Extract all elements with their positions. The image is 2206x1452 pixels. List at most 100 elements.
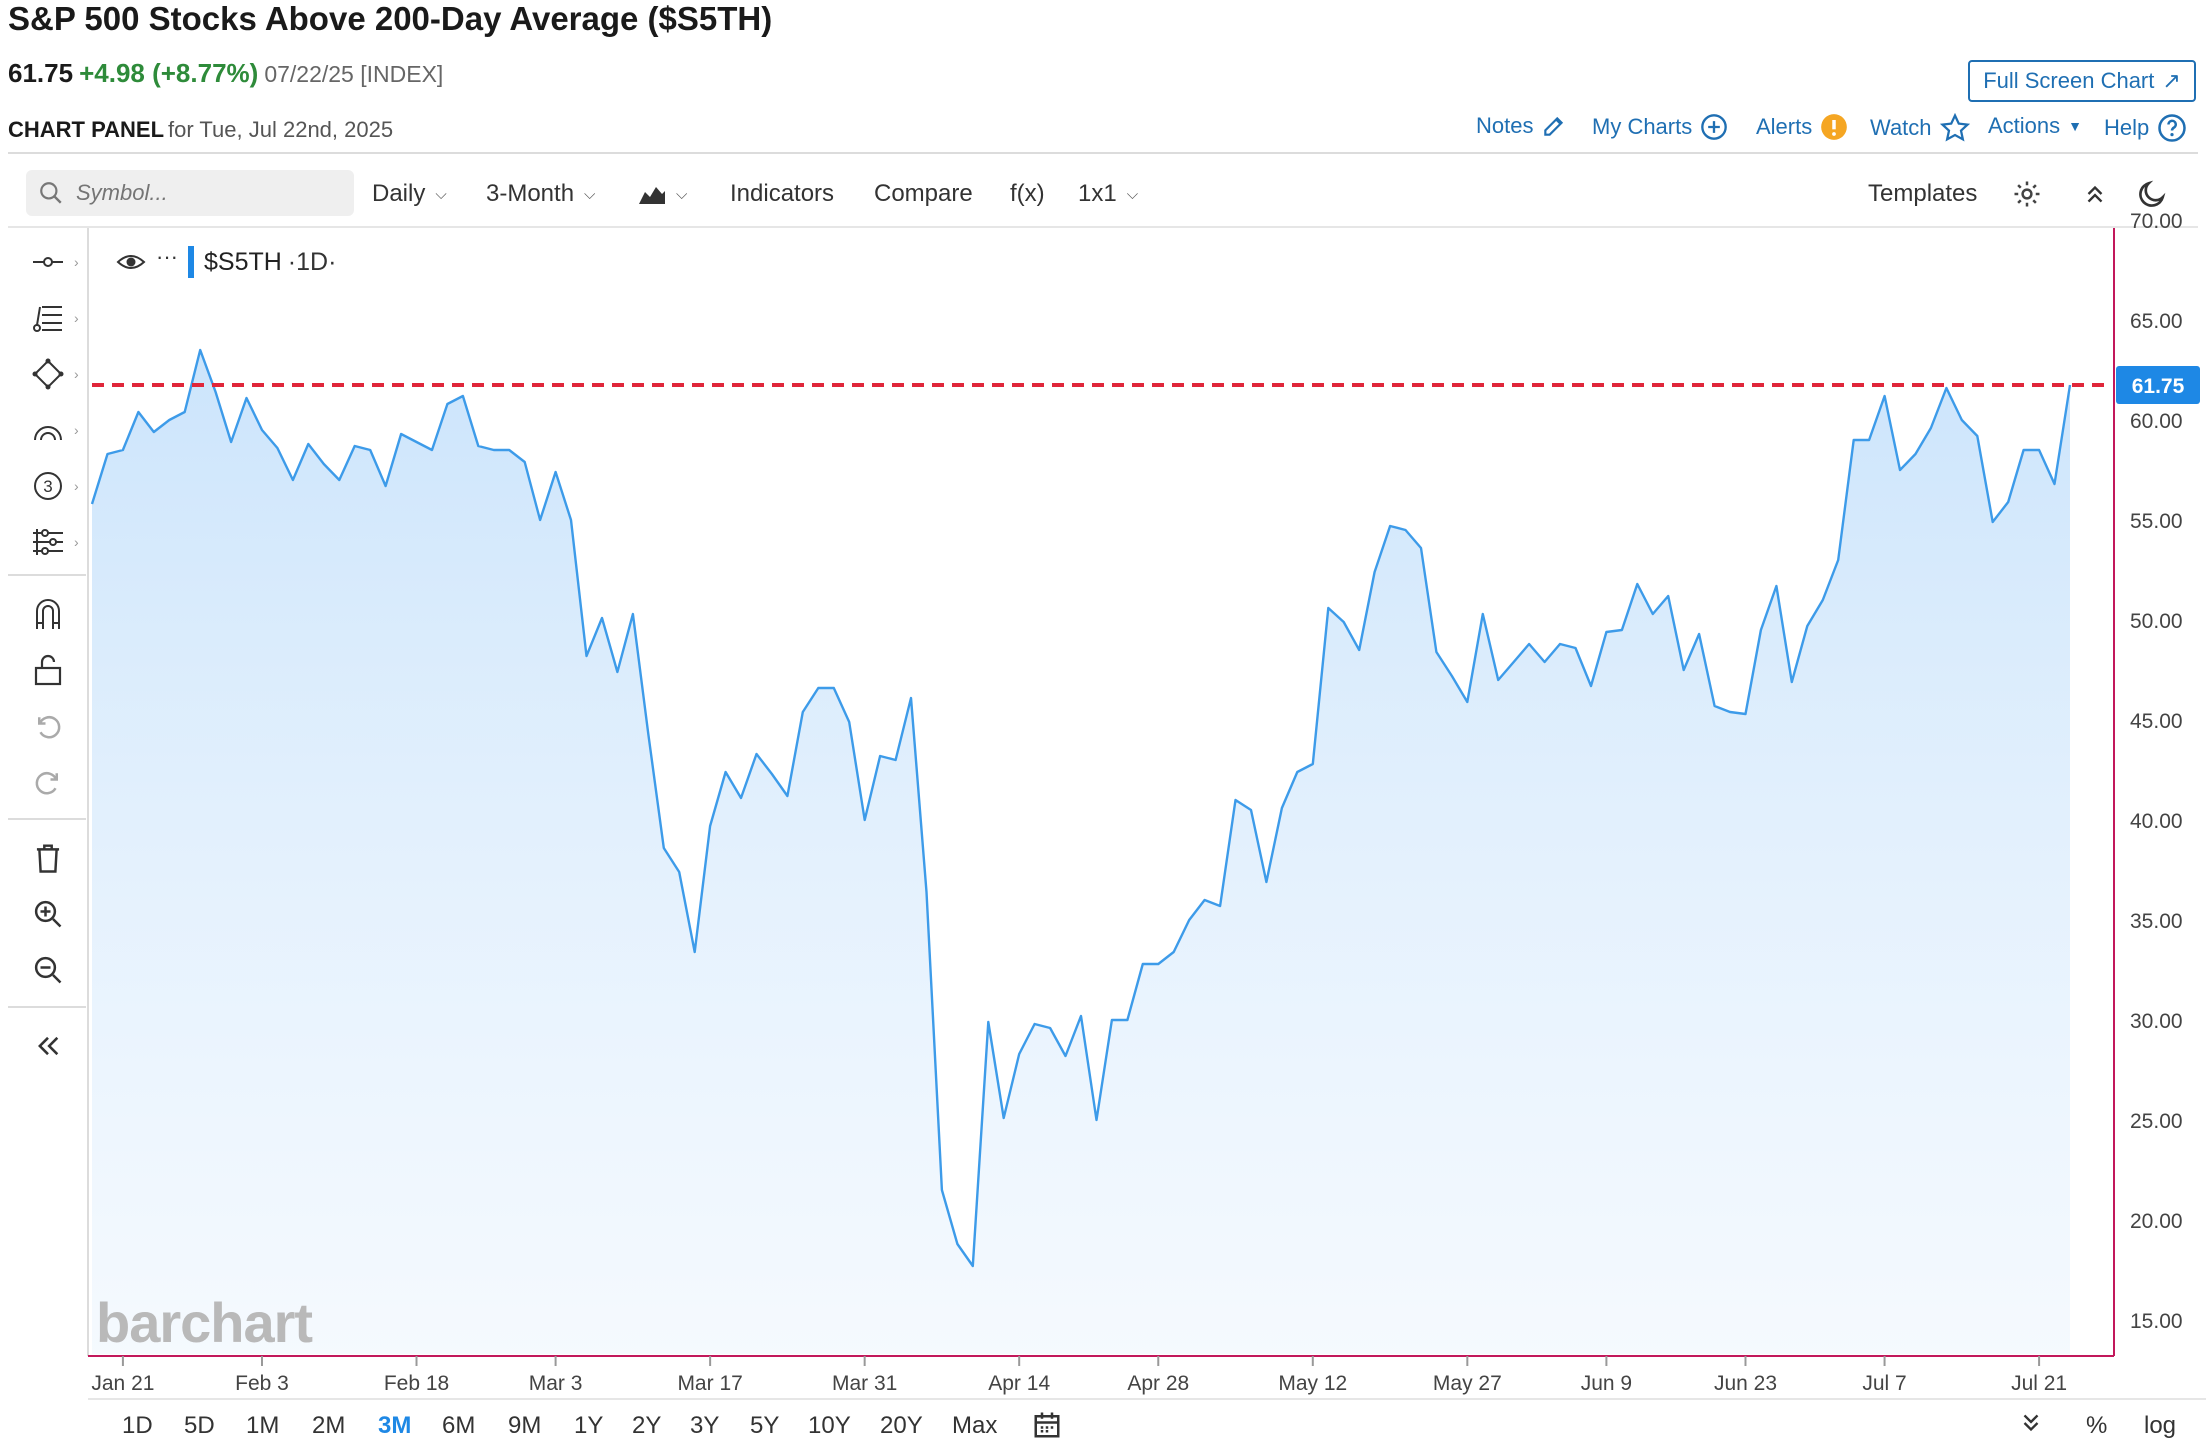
undo-button[interactable]: [28, 706, 68, 746]
fx-button[interactable]: f(x): [1010, 176, 1045, 212]
x-tick-label: Apr 14: [988, 1372, 1050, 1395]
percent-scale-toggle[interactable]: %: [2086, 1412, 2108, 1439]
compare-button[interactable]: Compare: [874, 176, 973, 212]
shape-icon: [32, 358, 64, 390]
indicators-button[interactable]: Indicators: [730, 176, 834, 212]
actions-menu[interactable]: Actions ▼: [1988, 113, 2082, 139]
expand-bottom-button[interactable]: [2018, 1410, 2044, 1441]
last-price-tag: 61.75: [2116, 366, 2200, 404]
zoom-out-button[interactable]: [28, 950, 68, 990]
y-tick-label: 55.00: [2130, 510, 2183, 533]
dark-mode-toggle[interactable]: [2136, 176, 2168, 212]
page-title: S&P 500 Stocks Above 200-Day Average ($S…: [8, 0, 773, 37]
full-screen-chart-button[interactable]: Full Screen Chart ↗: [1968, 60, 2196, 102]
range-5y[interactable]: 5Y: [750, 1412, 780, 1439]
x-tick-label: Mar 17: [677, 1372, 742, 1395]
period-label: 3-Month: [486, 180, 575, 207]
chevron-down-icon: ⌵: [435, 185, 447, 203]
shape-tool[interactable]: ›: [28, 354, 79, 394]
quote-line: 61.75 +4.98 (+8.77%) 07/22/25 [INDEX]: [8, 58, 443, 89]
x-tick-label: Jul 7: [1862, 1372, 1906, 1395]
chart-type-dropdown[interactable]: ⌵: [638, 176, 687, 212]
range-20y[interactable]: 20Y: [880, 1412, 923, 1439]
range-5d[interactable]: 5D: [184, 1412, 215, 1439]
chevron-right-icon: ›: [74, 254, 79, 270]
range-max[interactable]: Max: [952, 1412, 998, 1439]
interval-dropdown[interactable]: Daily ⌵: [372, 176, 447, 212]
settings-button[interactable]: [2012, 176, 2042, 212]
chart-panel-heading: CHART PANEL for Tue, Jul 22nd, 2025: [8, 117, 393, 143]
y-tick-label: 70.00: [2130, 210, 2183, 233]
plus-circle-icon: [1701, 114, 1728, 140]
period-dropdown[interactable]: 3-Month ⌵: [486, 176, 595, 212]
log-scale-toggle[interactable]: log: [2144, 1412, 2177, 1439]
series-color-marker: [187, 246, 194, 278]
x-tick-label: Jun 23: [1714, 1372, 1777, 1395]
range-6m[interactable]: 6M: [442, 1412, 476, 1439]
y-tick-label: 20.00: [2130, 1210, 2183, 1233]
zoom-out-icon: [34, 956, 62, 984]
x-tick-label: Jan 21: [91, 1372, 154, 1395]
series-interval: ·1D·: [287, 247, 337, 276]
magnet-toggle[interactable]: [28, 594, 68, 634]
symbol-input[interactable]: [74, 179, 338, 207]
y-tick-label: 50.00: [2130, 610, 2183, 633]
date-range-calendar-button[interactable]: [1032, 1410, 1062, 1445]
lock-toggle[interactable]: [28, 650, 68, 690]
chevron-right-icon: ›: [74, 310, 79, 326]
x-tick-label: Jun 9: [1581, 1372, 1632, 1395]
templates-label: Templates: [1868, 180, 1978, 207]
chevron-right-icon: ›: [74, 478, 79, 494]
chevron-right-icon: ›: [74, 534, 79, 550]
range-10y[interactable]: 10Y: [808, 1412, 851, 1439]
alerts-link[interactable]: Alerts: [1756, 113, 1848, 141]
range-2m[interactable]: 2M: [312, 1412, 346, 1439]
indicators-label: Indicators: [730, 180, 835, 207]
chevron-down-icon: ⌵: [676, 185, 688, 203]
range-1m[interactable]: 1M: [246, 1412, 280, 1439]
caret-down-icon: ▼: [2068, 118, 2083, 134]
range-2y[interactable]: 2Y: [632, 1412, 662, 1439]
last-price-tag-bg: [2116, 366, 2200, 404]
alert-icon: [1821, 114, 1848, 140]
range-1y[interactable]: 1Y: [574, 1412, 604, 1439]
undo-icon: [38, 716, 61, 739]
notes-link[interactable]: Notes: [1476, 113, 1567, 139]
chart-panel-label: CHART PANEL: [8, 117, 165, 142]
redo-button[interactable]: [28, 762, 68, 802]
y-tick-label: 35.00: [2130, 910, 2183, 933]
series-legend: ··· $S5TH ·1D·: [116, 244, 337, 278]
range-1d[interactable]: 1D: [122, 1412, 153, 1439]
range-3y[interactable]: 3Y: [690, 1412, 720, 1439]
fibonacci-tool[interactable]: ›: [28, 298, 79, 338]
y-tick-label: 45.00: [2130, 710, 2183, 733]
collapse-tools-button[interactable]: [28, 1026, 68, 1066]
compare-label: Compare: [874, 180, 973, 207]
bottom-divider: [88, 1398, 2206, 1400]
measure-icon: [33, 529, 63, 555]
arc-tool[interactable]: ›: [28, 410, 79, 450]
zoom-in-button[interactable]: [28, 894, 68, 934]
help-link[interactable]: Help: [2104, 113, 2187, 143]
chevron-right-icon: ›: [74, 422, 79, 438]
eye-icon[interactable]: [116, 252, 146, 272]
number-three-circle-icon: 3: [34, 472, 62, 500]
range-9m[interactable]: 9M: [508, 1412, 542, 1439]
delete-drawings-button[interactable]: [28, 838, 68, 878]
tools-divider: [8, 818, 86, 820]
line-tool[interactable]: ›: [28, 242, 79, 282]
templates-button[interactable]: Templates: [1868, 176, 1977, 212]
elliott-wave-tool[interactable]: 3 ›: [28, 466, 79, 506]
range-3m[interactable]: 3M: [378, 1412, 412, 1439]
collapse-header-button[interactable]: [2082, 176, 2108, 212]
measure-tool[interactable]: ›: [28, 522, 79, 562]
more-options-icon[interactable]: ···: [156, 244, 178, 269]
my-charts-link[interactable]: My Charts: [1592, 113, 1728, 141]
watch-link[interactable]: Watch: [1870, 113, 1970, 143]
barchart-watermark: barchart: [96, 1291, 313, 1354]
notes-label: Notes: [1476, 113, 1534, 138]
layout-dropdown[interactable]: 1x1 ⌵: [1078, 176, 1138, 212]
calendar-icon: [1034, 1412, 1060, 1438]
symbol-search[interactable]: [26, 170, 354, 216]
